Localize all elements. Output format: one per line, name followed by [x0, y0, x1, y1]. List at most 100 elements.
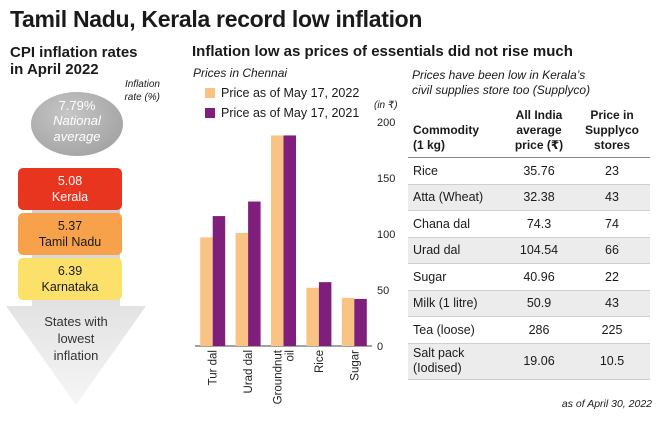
cell-supplyco-price: 43 [574, 290, 650, 317]
y-axis-unit: (in ₹) [374, 100, 398, 111]
chart-title: Inflation low as prices of essentials di… [192, 43, 573, 60]
page-title: Tamil Nadu, Kerala record low inflation [10, 6, 423, 32]
inflation-rate-label: Inflation rate (%) [112, 78, 160, 104]
cell-commodity: Atta (Wheat) [408, 184, 504, 211]
x-tick-label: oil [285, 350, 297, 362]
header-all-india-price: All India average price (₹) [504, 106, 574, 158]
header-line: Supplyco stores [584, 123, 639, 152]
legend-item-2022: Price as of May 17, 2022 [205, 86, 359, 100]
bar-1-3 [318, 282, 332, 346]
state-box-karnataka: 6.39 Karnataka [18, 258, 122, 300]
price-table: Commodity (1 kg) All India average price… [408, 106, 650, 380]
header-line: Price in [590, 108, 634, 122]
table-header-row: Commodity (1 kg) All India average price… [408, 106, 650, 158]
legend-label-2022: Price as of May 17, 2022 [221, 86, 360, 100]
table-row: Sugar 40.96 22 [408, 263, 650, 291]
header-commodity: Commodity (1 kg) [408, 106, 504, 158]
cell-india-price: 35.76 [504, 157, 574, 185]
inflation-rate-label-line2: rate (%) [124, 92, 160, 103]
cell-commodity: Tea (loose) [408, 316, 504, 344]
bar-0-4 [341, 297, 355, 346]
cell-supplyco-price: 43 [574, 184, 650, 211]
cell-india-price: 286 [504, 316, 574, 344]
state-value: 5.37 [57, 219, 83, 233]
x-tick-label: Rice [314, 350, 326, 373]
national-average-badge: 7.79% National average [31, 92, 123, 156]
national-average-label-line1: National [53, 113, 101, 128]
cell-india-price: 74.3 [504, 210, 574, 238]
cpi-heading-line2: in April 2022 [10, 61, 99, 78]
header-supplyco-price: Price in Supplyco stores [574, 106, 650, 158]
cell-commodity: Milk (1 litre) [408, 290, 504, 317]
y-tick-label: 0 [377, 341, 383, 353]
header-line: price (₹) [514, 138, 564, 152]
table-row: Salt pack (Iodised) 19.06 10.5 [408, 343, 650, 380]
header-line: All India [515, 108, 563, 122]
legend-swatch-2021 [205, 108, 215, 118]
cell-india-price: 104.54 [504, 237, 574, 264]
x-tick-label: Urad dal [243, 350, 255, 393]
x-tick-label: Tur dal [208, 350, 220, 385]
y-tick-label: 50 [377, 285, 389, 297]
cell-india-price: 50.9 [504, 290, 574, 317]
cell-commodity: Chana dal [408, 210, 504, 238]
bar-0-1 [235, 232, 249, 346]
as-of-date: as of April 30, 2022 [561, 398, 652, 410]
cell-supplyco-price: 74 [574, 210, 650, 238]
bar-0-0 [200, 237, 213, 346]
state-name: Karnataka [41, 280, 99, 294]
cell-india-price: 32.38 [504, 184, 574, 211]
state-value: 5.08 [57, 174, 83, 188]
cell-commodity: Salt pack (Iodised) [408, 343, 504, 380]
arrow-caption: States with lowest inflation [30, 313, 122, 364]
table-row: Tea (loose) 286 225 [408, 316, 650, 344]
table-subtitle-line1: Prices have been low in Kerala’s [412, 68, 586, 82]
cell-india-price: 40.96 [504, 263, 574, 291]
cell-commodity-line1: Salt pack [413, 346, 465, 360]
cell-commodity: Rice [408, 157, 504, 185]
arrow-caption-line2: lowest [57, 331, 95, 346]
cell-supplyco-price: 66 [574, 237, 650, 264]
legend-item-2021: Price as of May 17, 2021 [205, 106, 359, 120]
national-average-label-line2: average [53, 129, 101, 144]
cell-supplyco-price: 10.5 [574, 343, 650, 380]
cpi-heading-line1: CPI inflation rates [10, 44, 138, 61]
bar-1-1 [248, 201, 261, 346]
y-tick-label: 100 [377, 229, 395, 241]
cell-india-price: 19.06 [504, 343, 574, 380]
header-line: average [516, 123, 562, 137]
state-box-tamil-nadu: 5.37 Tamil Nadu [18, 213, 122, 255]
arrow-caption-line1: States with [44, 314, 108, 329]
table-row: Chana dal 74.3 74 [408, 210, 650, 238]
chart-subtitle: Prices in Chennai [193, 66, 288, 80]
cell-commodity: Sugar [408, 263, 504, 291]
cell-supplyco-price: 225 [574, 316, 650, 344]
cell-supplyco-price: 23 [574, 157, 650, 185]
x-tick-label: Sugar [349, 350, 361, 381]
state-value: 6.39 [57, 264, 83, 278]
bar-1-0 [212, 216, 226, 346]
state-name: Tamil Nadu [38, 235, 102, 249]
inflation-rate-label-line1: Inflation [124, 79, 160, 90]
table-row: Urad dal 104.54 66 [408, 237, 650, 264]
cell-commodity-line2: (Iodised) [413, 361, 462, 375]
bar-1-2 [283, 135, 296, 346]
bar-0-3 [306, 287, 319, 346]
table-subtitle-line2: civil supplies store too (Supplyco) [412, 83, 591, 97]
y-tick-label: 200 [377, 117, 395, 129]
header-line: Commodity [413, 123, 479, 137]
x-tick-label: Groundnut [273, 349, 285, 404]
state-box-kerala: 5.08 Kerala [18, 168, 122, 210]
legend-label-2021: Price as of May 17, 2021 [221, 106, 360, 120]
bar-0-2 [271, 135, 284, 346]
cell-supplyco-price: 22 [574, 263, 650, 291]
table-row: Milk (1 litre) 50.9 43 [408, 290, 650, 317]
table-row: Rice 35.76 23 [408, 157, 650, 185]
table-row: Atta (Wheat) 32.38 43 [408, 184, 650, 211]
bar-1-4 [354, 298, 367, 346]
table-subtitle: Prices have been low in Kerala’s civil s… [412, 68, 652, 98]
header-line: (1 kg) [413, 138, 446, 152]
cell-commodity: Urad dal [408, 237, 504, 264]
arrow-caption-line3: inflation [53, 348, 99, 363]
